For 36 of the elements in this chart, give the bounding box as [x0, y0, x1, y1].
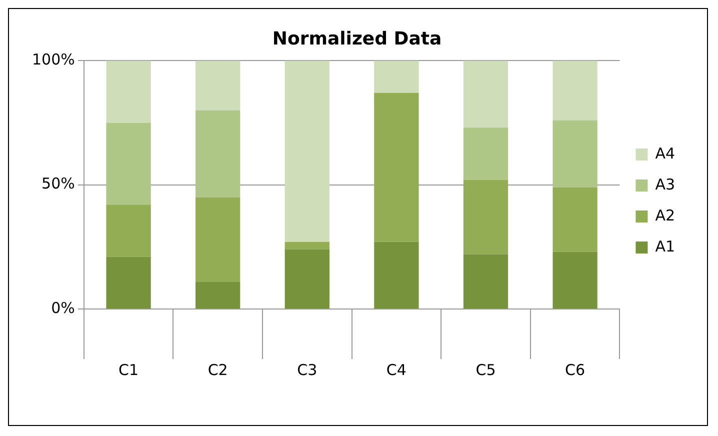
x-tick-label: C5: [476, 360, 496, 379]
bar: [463, 60, 508, 128]
bar: [106, 60, 151, 123]
legend-label: A4: [655, 144, 676, 162]
bar: [196, 110, 240, 198]
x-tick-label: C1: [118, 360, 139, 379]
bar: [463, 180, 508, 254]
x-tick-label: C6: [565, 360, 586, 379]
y-tick-label: 50%: [42, 174, 75, 193]
y-tick-label: 0%: [51, 298, 75, 317]
bar: [196, 60, 240, 110]
bar: [196, 197, 240, 282]
bar: [106, 204, 151, 257]
bar: [284, 242, 330, 250]
bar: [196, 282, 240, 308]
bar: [374, 92, 419, 242]
legend-label: A3: [655, 175, 676, 194]
bar: [284, 60, 330, 242]
x-tick-label: C4: [386, 360, 406, 379]
bar: [106, 256, 151, 308]
bar: [552, 60, 598, 120]
bar: [374, 242, 419, 308]
x-tick-label: C2: [208, 360, 228, 379]
bar: [552, 252, 598, 308]
bar: [374, 60, 419, 93]
legend-label: A2: [655, 206, 676, 224]
legend-label: A1: [655, 237, 676, 256]
bar: [106, 122, 151, 205]
bar: [552, 187, 598, 252]
bar: [284, 249, 330, 308]
bar: [552, 120, 598, 188]
x-tick-label: C3: [297, 360, 318, 379]
bar: [463, 128, 508, 180]
chart-title: Normalized Data: [272, 28, 442, 50]
y-tick-label: 100%: [32, 50, 75, 68]
bar: [463, 254, 508, 308]
